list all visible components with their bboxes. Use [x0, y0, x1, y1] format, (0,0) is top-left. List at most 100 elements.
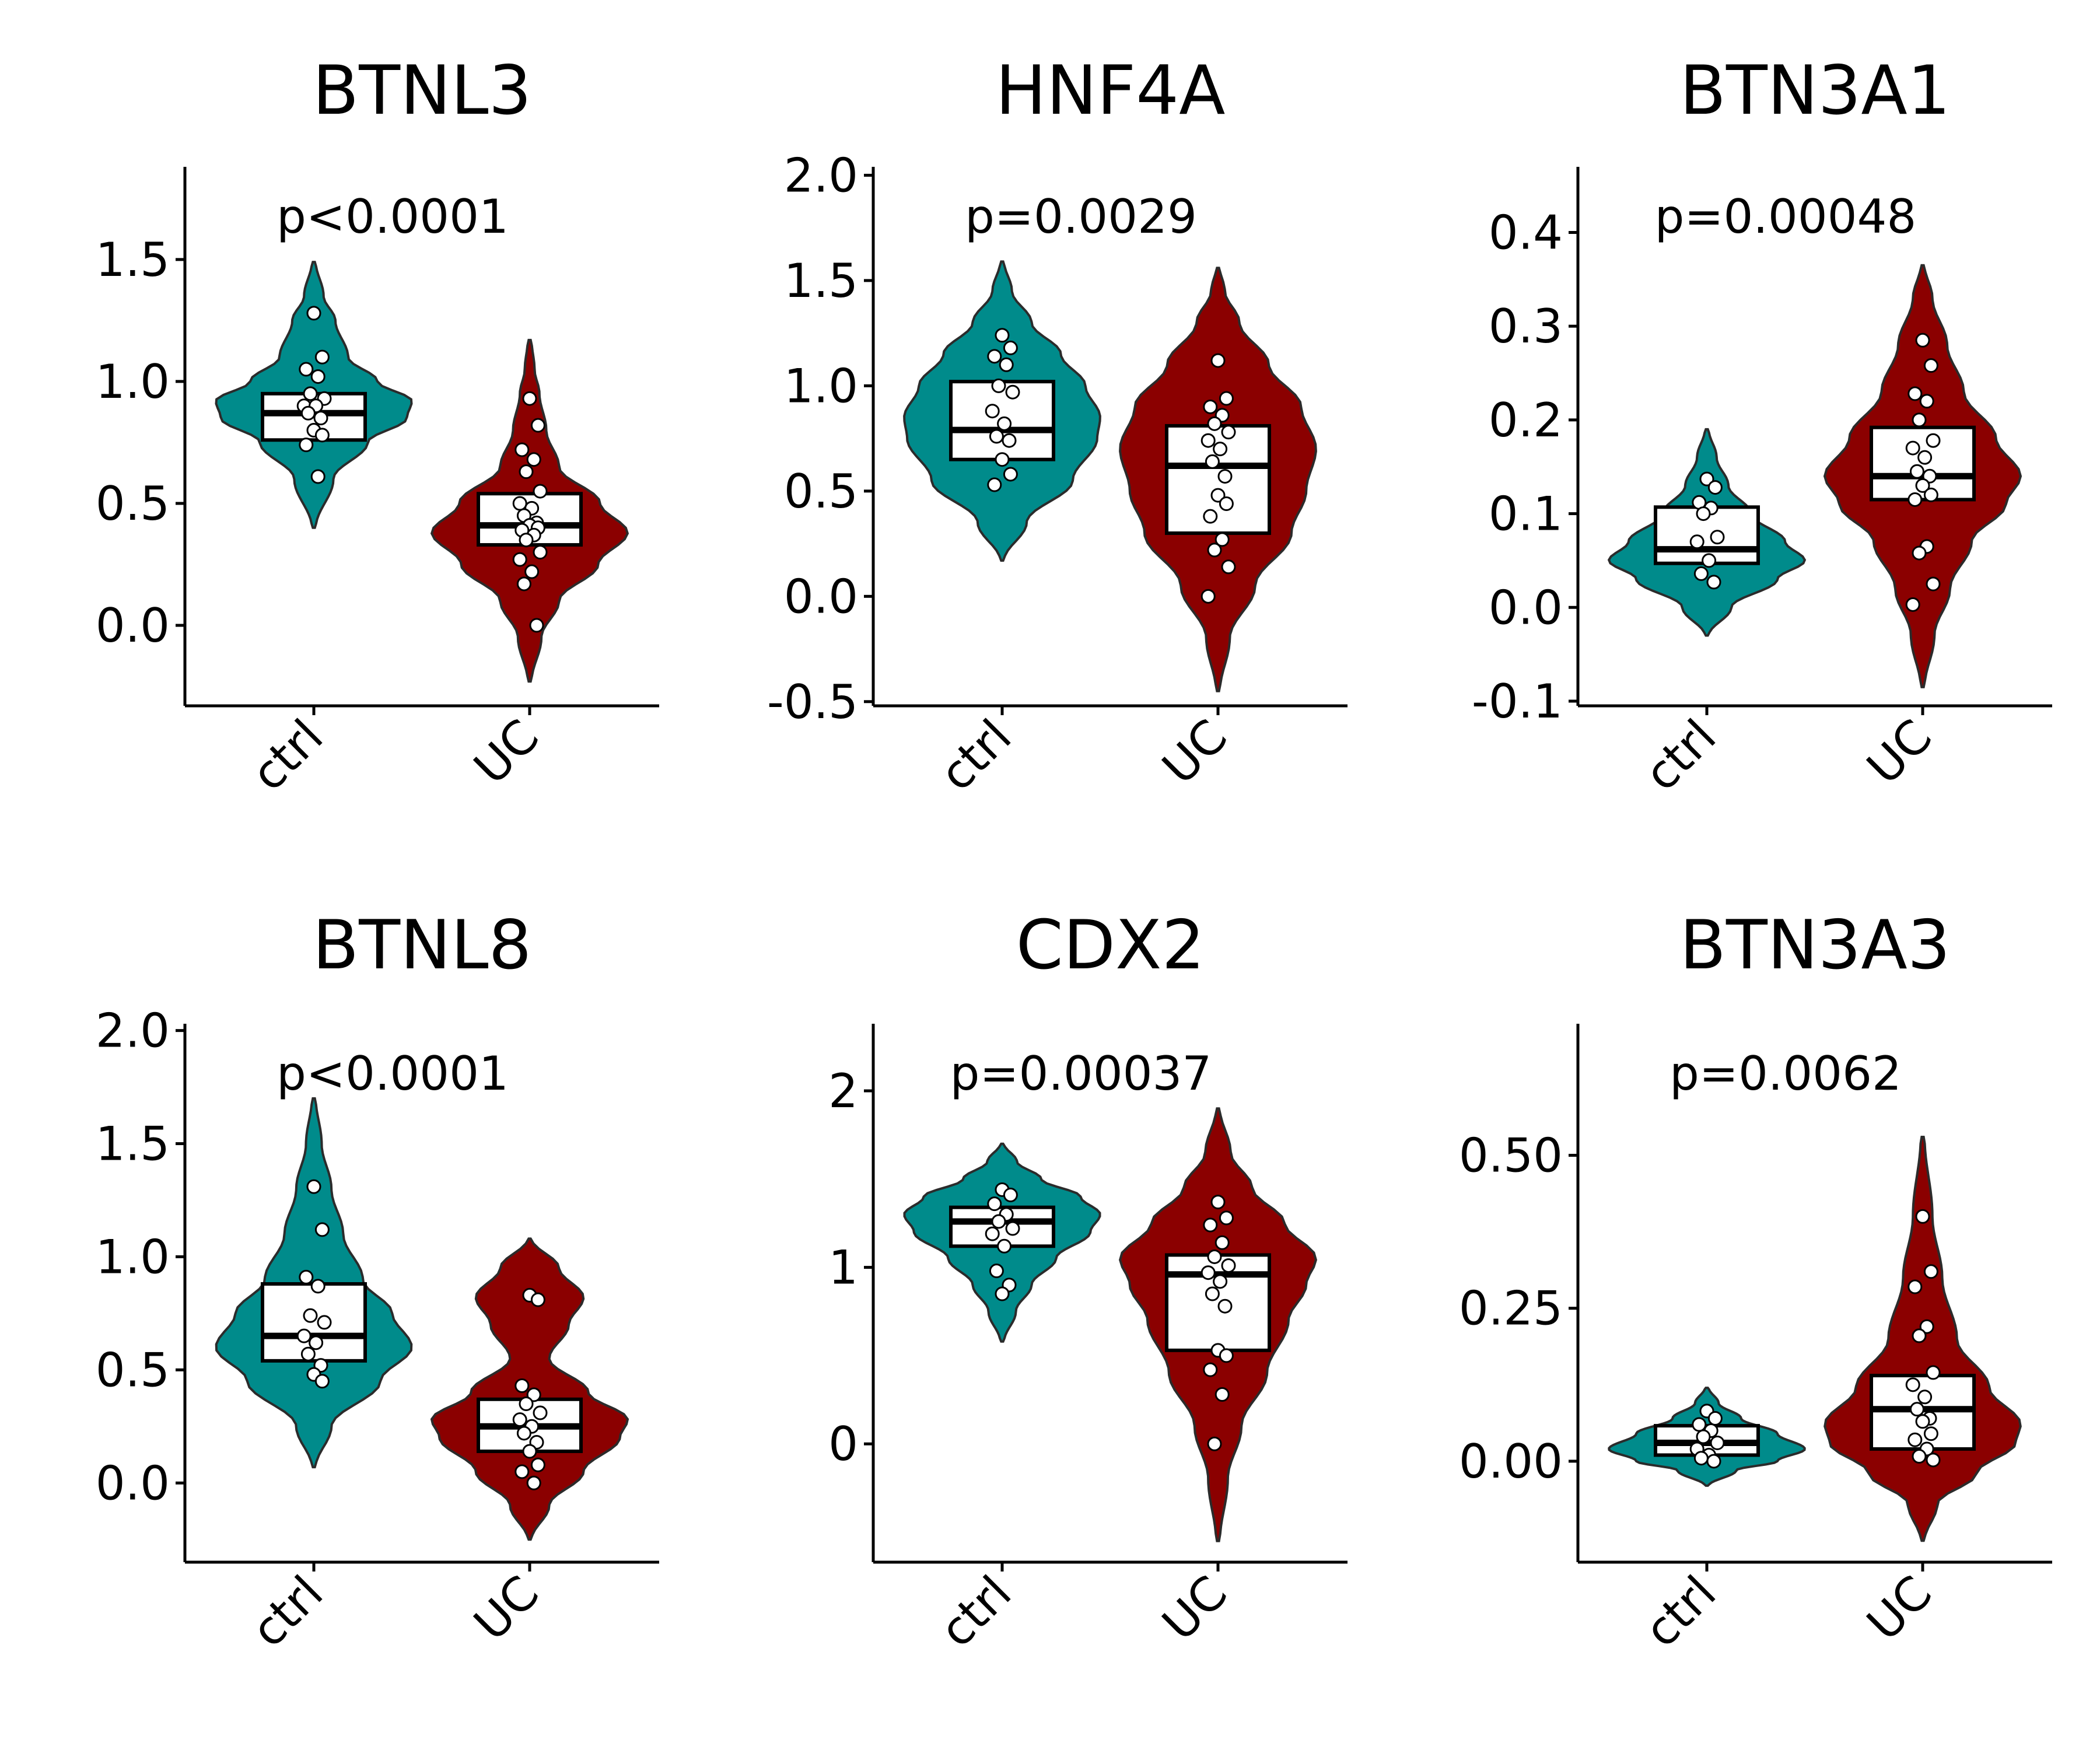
data-point	[1699, 471, 1714, 487]
x-tick-label-uc: UC	[464, 1566, 550, 1651]
y-tick-label: 0.5	[96, 477, 170, 531]
data-point	[299, 438, 314, 453]
data-point	[310, 469, 326, 484]
data-point	[1219, 1210, 1234, 1226]
data-point	[989, 1264, 1004, 1279]
violin-uc	[1824, 1136, 2022, 1542]
data-point	[530, 1457, 545, 1472]
data-point	[303, 1308, 318, 1323]
data-point	[1908, 386, 1923, 401]
data-point	[314, 1222, 330, 1237]
violin-ctrl	[903, 1142, 1101, 1343]
violin-uc	[430, 1237, 629, 1541]
y-tick-label: 1.5	[784, 254, 858, 308]
data-point	[1207, 1249, 1222, 1264]
violin-ctrl	[215, 261, 413, 529]
data-point	[1909, 464, 1924, 479]
data-point	[991, 378, 1006, 393]
data-point	[1926, 433, 1941, 448]
data-point	[1710, 1435, 1725, 1450]
data-point	[1692, 1417, 1707, 1432]
data-point	[314, 349, 330, 365]
data-point	[1706, 575, 1721, 590]
violin-panel-btn3a1: BTN3A1 p=0.00048 -0.1 0.0 0.1 0.2 0.3 0.4 ctrl UC	[1472, 51, 2052, 802]
data-point	[999, 357, 1014, 372]
box	[1165, 424, 1271, 536]
data-point	[1689, 534, 1704, 550]
data-point	[1905, 440, 1920, 456]
data-point	[1905, 597, 1920, 612]
data-point	[1205, 1286, 1220, 1301]
data-point	[997, 1238, 1012, 1254]
data-point	[296, 1328, 312, 1343]
data-point	[1214, 1235, 1230, 1250]
data-point	[1005, 384, 1020, 400]
data-point	[1926, 1365, 1941, 1380]
y-tick-label: 1	[828, 1241, 858, 1295]
y-tick-label: -0.1	[1472, 674, 1563, 729]
data-point	[1205, 454, 1220, 469]
violin-ctrl	[1607, 428, 1807, 637]
data-point	[1210, 1195, 1226, 1210]
data-point	[519, 464, 534, 480]
data-point	[1219, 496, 1234, 511]
data-point	[1915, 1414, 1930, 1429]
panel-title: BTNL8	[313, 906, 532, 985]
violin-panel-hnf4a: HNF4A p=0.0029 -0.5 0.0 0.5 1.0 1.5 2.0 ctrl UC	[767, 51, 1348, 802]
x-tick-label-uc: UC	[464, 709, 550, 795]
violin-ctrl	[1608, 1387, 1806, 1487]
y-tick-label: 0	[828, 1417, 858, 1471]
x-tick-label-ctrl: ctrl	[929, 709, 1021, 802]
p-value-label: p=0.00037	[950, 1046, 1212, 1101]
data-point	[1213, 442, 1228, 457]
data-point	[516, 1426, 531, 1441]
data-point	[1912, 1328, 1927, 1343]
x-tick-label-ctrl: ctrl	[1634, 1566, 1726, 1658]
data-point	[524, 564, 540, 579]
data-point	[512, 552, 527, 567]
data-point	[306, 306, 321, 321]
y-tick-label: 2	[828, 1064, 858, 1118]
data-point	[1221, 1258, 1236, 1273]
y-tick-label: 0.25	[1459, 1282, 1563, 1336]
y-tick-label: 0.00	[1459, 1434, 1563, 1489]
data-point	[1917, 450, 1933, 465]
x-tick-label-ctrl: ctrl	[241, 1566, 333, 1658]
p-value-label: p=0.0029	[965, 190, 1197, 244]
data-point	[997, 416, 1012, 431]
data-point	[1200, 433, 1216, 448]
y-tick-label: 0.2	[1489, 393, 1563, 447]
data-point	[1693, 566, 1709, 581]
x-tick-label-uc: UC	[1152, 1566, 1238, 1651]
data-point	[1213, 1274, 1228, 1289]
data-point	[533, 484, 548, 499]
data-point	[985, 404, 1000, 419]
p-value-label: p=0.00048	[1655, 190, 1917, 244]
data-point	[526, 1475, 541, 1490]
data-point	[1696, 1429, 1711, 1444]
data-point	[1214, 532, 1230, 547]
violin-panel-btnl3: BTNL3 p<0.0001 0.0 0.5 1.0 1.5 ctrl UC	[96, 51, 659, 802]
data-point	[1908, 492, 1923, 507]
y-tick-label: 0.50	[1459, 1129, 1563, 1183]
panel-title: CDX2	[1016, 906, 1205, 985]
data-point	[512, 496, 527, 511]
y-tick-label: 0.5	[96, 1343, 170, 1397]
data-point	[1915, 478, 1930, 493]
data-point	[317, 1315, 332, 1330]
data-point	[985, 1226, 1000, 1241]
data-point	[313, 411, 328, 426]
data-point	[1203, 399, 1218, 414]
data-point	[530, 1292, 545, 1307]
violin-ctrl	[903, 260, 1101, 562]
panel-title: BTN3A3	[1679, 906, 1950, 985]
data-point	[1923, 487, 1938, 502]
data-point	[1200, 1265, 1216, 1280]
data-point	[1915, 332, 1930, 348]
data-point	[1912, 412, 1927, 428]
data-point	[309, 1335, 324, 1350]
data-point	[995, 1286, 1010, 1301]
data-point	[530, 418, 545, 433]
data-point	[1707, 480, 1723, 495]
data-point	[519, 1396, 534, 1412]
